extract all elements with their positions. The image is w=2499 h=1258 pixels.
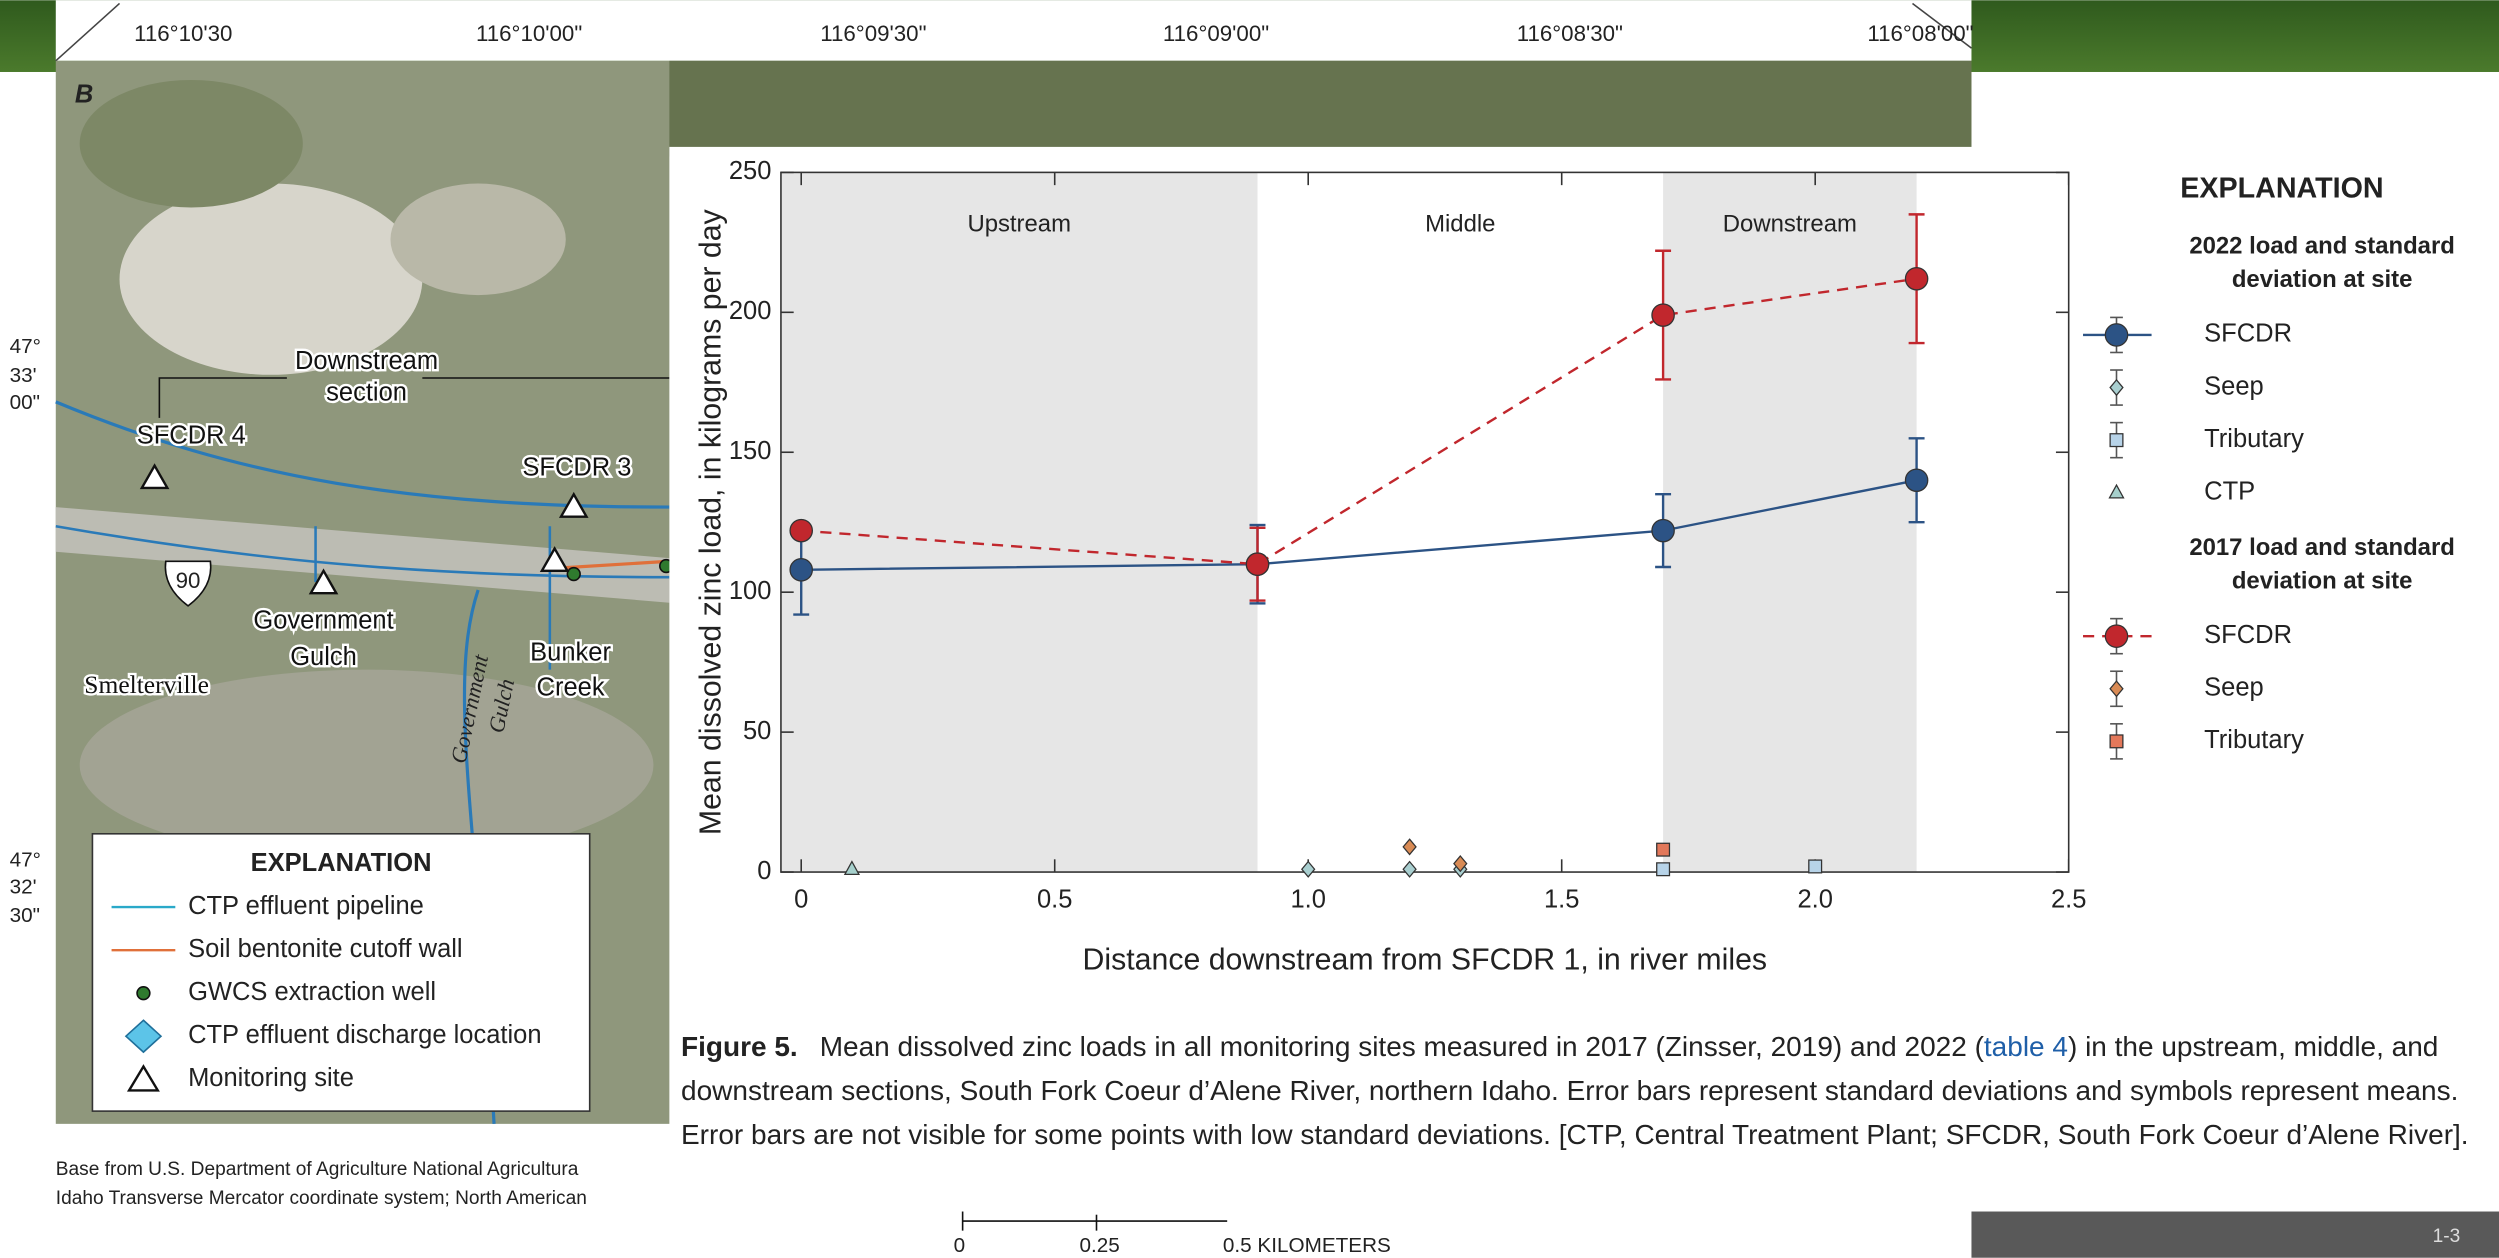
- x-tick-label: 1.5: [1544, 885, 1579, 913]
- longitude-label: 116°10'00": [476, 21, 582, 46]
- latitude-labels: 47° 33' 00" 47° 32' 30": [10, 335, 41, 927]
- legend-symbol: [137, 987, 150, 1000]
- forest: [669, 61, 1971, 157]
- x-tick-label: 2.5: [2051, 885, 2086, 913]
- map-label: Bunker: [530, 638, 611, 666]
- legend-group-title: deviation at site: [2232, 567, 2413, 594]
- longitude-label: 116°10'30: [134, 21, 232, 46]
- x-axis-label: Distance downstream from SFCDR 1, in riv…: [1083, 943, 1768, 976]
- explanation-item: Monitoring site: [188, 1064, 354, 1092]
- legend-marker: [2110, 735, 2123, 748]
- caption-text: Mean dissolved zinc loads in all monitor…: [820, 1031, 1984, 1062]
- explanation-item: CTP effluent discharge location: [188, 1021, 541, 1049]
- legend-group-title: deviation at site: [2232, 266, 2413, 293]
- latitude-label: 00": [10, 391, 40, 414]
- y-tick-label: 250: [729, 157, 772, 185]
- explanation-item: CTP effluent pipeline: [188, 892, 424, 920]
- data-point: [1657, 863, 1670, 876]
- legend-label: Seep: [2204, 372, 2264, 400]
- y-tick-label: 100: [729, 577, 772, 605]
- data-point: [790, 519, 812, 541]
- legend-marker: [2110, 434, 2123, 447]
- data-point: [1809, 860, 1822, 873]
- legend-label: Seep: [2204, 674, 2264, 702]
- longitude-label: 116°08'00": [1867, 21, 1973, 46]
- map-top-margin: [56, 0, 1972, 61]
- highway-label: 90: [176, 568, 201, 593]
- x-tick-label: 1.0: [1290, 885, 1325, 913]
- y-axis-label: Mean dissolved zinc load, in kilograms p…: [694, 208, 727, 835]
- data-point: [1657, 843, 1670, 856]
- section-label: Downstream: [1723, 210, 1857, 237]
- extraction-well: [567, 568, 580, 581]
- series: [1657, 843, 1670, 856]
- x-tick-label: 0: [794, 885, 808, 913]
- legend-marker: [2105, 324, 2127, 346]
- scale-bar: 0 0.25 0.5 KILOMETERS: [954, 1212, 1391, 1258]
- legend-label: Tributary: [2204, 726, 2304, 754]
- data-point: [1905, 268, 1927, 290]
- data-point: [1652, 304, 1674, 326]
- explanation-item: Soil bentonite cutoff wall: [188, 935, 463, 963]
- x-tick-label: 0.5: [1037, 885, 1072, 913]
- data-point: [1246, 553, 1268, 575]
- legend-group-title: 2017 load and standard: [2189, 534, 2455, 561]
- scale-label: 0: [954, 1234, 966, 1257]
- page-number: 1-3: [2433, 1226, 2461, 1247]
- section-label: Upstream: [967, 210, 1071, 237]
- scale-label: 0.25: [1080, 1234, 1120, 1257]
- legend-marker: [2105, 625, 2127, 647]
- legend-label: SFCDR: [2204, 320, 2292, 348]
- longitude-label: 116°09'00": [1163, 21, 1269, 46]
- y-tick-label: 0: [757, 857, 771, 885]
- data-point: [790, 559, 812, 581]
- longitude-label: 116°08'30": [1517, 21, 1623, 46]
- legend-label: SFCDR: [2204, 621, 2292, 649]
- caption-link[interactable]: table 4: [1984, 1031, 2068, 1062]
- y-tick-label: 50: [743, 717, 771, 745]
- page: 116°10'30 116°10'00" 116°09'30" 116°09'0…: [0, 0, 2499, 1258]
- latitude-label: 47°: [10, 848, 41, 871]
- site-label: SFCDR 3: [522, 454, 631, 482]
- legend-group-title: 2022 load and standard: [2189, 233, 2455, 260]
- longitude-label: 116°09'30": [820, 21, 926, 46]
- latitude-label: 47°: [10, 335, 41, 358]
- section-band: [781, 172, 1258, 872]
- quarry: [390, 184, 565, 296]
- caption-label: Figure 5.: [681, 1031, 798, 1062]
- scale-label: 0.5 KILOMETERS: [1223, 1234, 1391, 1257]
- data-point: [1905, 469, 1927, 491]
- explanation-item: GWCS extraction well: [188, 978, 436, 1006]
- map-credit: Base from U.S. Department of Agriculture…: [56, 1159, 579, 1180]
- explanation-title: EXPLANATION: [251, 849, 432, 877]
- latitude-label: 32': [10, 875, 37, 898]
- latitude-label: 33': [10, 364, 37, 387]
- footer-bar: [1971, 1212, 2499, 1258]
- map-label: Creek: [537, 674, 605, 702]
- y-tick-label: 200: [729, 297, 772, 325]
- map-label: Government: [253, 607, 393, 635]
- map-label: section: [326, 379, 407, 407]
- figure-caption: Figure 5. Mean dissolved zinc loads in al…: [681, 1025, 2493, 1157]
- y-tick-label: 150: [729, 437, 772, 465]
- x-tick-label: 2.0: [1797, 885, 1832, 913]
- map-label: Downstream: [295, 347, 438, 375]
- section-label: Middle: [1425, 210, 1495, 237]
- map-label: Gulch: [290, 643, 357, 671]
- hill: [80, 80, 303, 208]
- panel-label: B: [75, 81, 93, 109]
- map-explanation: EXPLANATION CTP effluent pipeline Soil b…: [92, 834, 589, 1111]
- data-point: [1652, 519, 1674, 541]
- map-credit: Idaho Transverse Mercator coordinate sys…: [56, 1188, 587, 1209]
- legend-label: CTP: [2204, 477, 2255, 505]
- latitude-label: 30": [10, 904, 40, 927]
- site-label: SFCDR 4: [137, 422, 246, 450]
- legend-title: EXPLANATION: [2180, 173, 2383, 205]
- town-label: Smelterville: [84, 670, 209, 699]
- legend-label: Tributary: [2204, 425, 2304, 453]
